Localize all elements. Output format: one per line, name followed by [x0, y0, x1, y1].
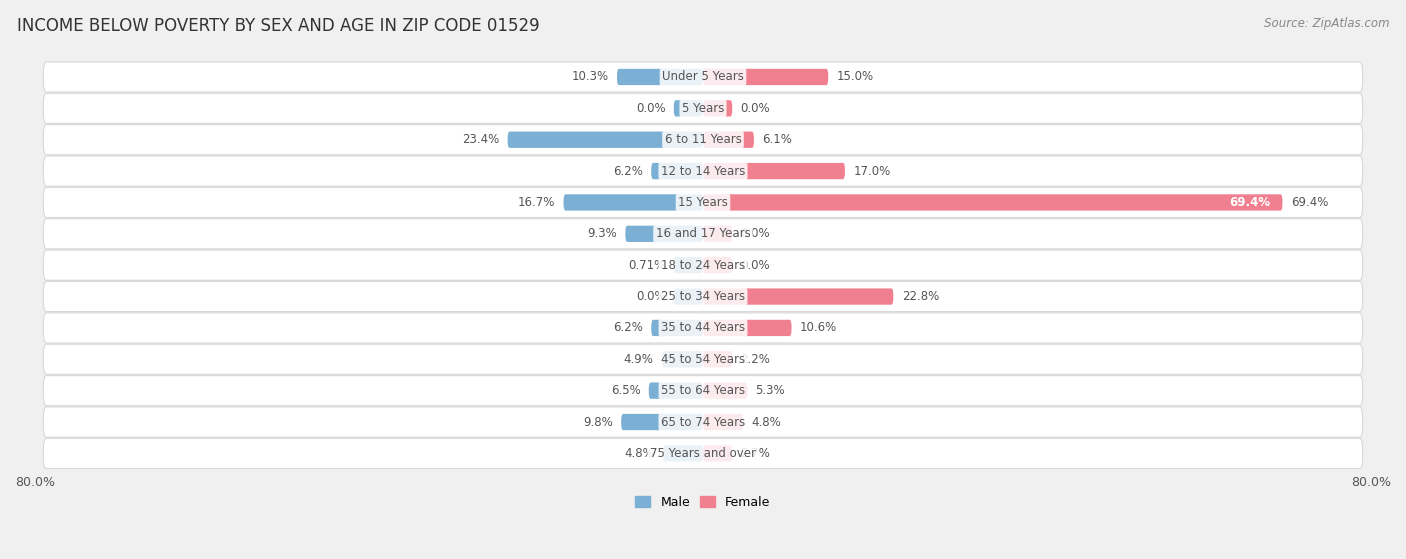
FancyBboxPatch shape — [703, 163, 845, 179]
FancyBboxPatch shape — [703, 100, 733, 116]
FancyBboxPatch shape — [44, 125, 1362, 155]
FancyBboxPatch shape — [703, 226, 733, 242]
Text: 0.0%: 0.0% — [636, 102, 665, 115]
FancyBboxPatch shape — [44, 376, 1362, 406]
FancyBboxPatch shape — [703, 351, 733, 367]
Legend: Male, Female: Male, Female — [630, 491, 776, 514]
Text: 4.8%: 4.8% — [624, 447, 655, 460]
Text: 0.0%: 0.0% — [741, 102, 770, 115]
FancyBboxPatch shape — [703, 445, 733, 462]
Text: 22.8%: 22.8% — [901, 290, 939, 303]
Text: 5.3%: 5.3% — [755, 384, 785, 397]
FancyBboxPatch shape — [673, 257, 703, 273]
Text: 2.7%: 2.7% — [741, 447, 770, 460]
Text: 16 and 17 Years: 16 and 17 Years — [655, 228, 751, 240]
FancyBboxPatch shape — [673, 288, 703, 305]
Text: 0.0%: 0.0% — [741, 228, 770, 240]
FancyBboxPatch shape — [703, 131, 754, 148]
Text: 15.0%: 15.0% — [837, 70, 873, 83]
Text: 0.0%: 0.0% — [636, 290, 665, 303]
FancyBboxPatch shape — [44, 407, 1362, 437]
FancyBboxPatch shape — [508, 131, 703, 148]
Text: 6.2%: 6.2% — [613, 164, 643, 178]
FancyBboxPatch shape — [44, 219, 1362, 249]
FancyBboxPatch shape — [703, 382, 747, 399]
FancyBboxPatch shape — [44, 187, 1362, 217]
FancyBboxPatch shape — [44, 282, 1362, 311]
Text: 4.9%: 4.9% — [624, 353, 654, 366]
FancyBboxPatch shape — [703, 288, 893, 305]
Text: 9.8%: 9.8% — [583, 415, 613, 429]
Text: Under 5 Years: Under 5 Years — [662, 70, 744, 83]
FancyBboxPatch shape — [626, 226, 703, 242]
Text: 25 to 34 Years: 25 to 34 Years — [661, 290, 745, 303]
Text: 35 to 44 Years: 35 to 44 Years — [661, 321, 745, 334]
FancyBboxPatch shape — [703, 69, 828, 85]
Text: 18 to 24 Years: 18 to 24 Years — [661, 259, 745, 272]
Text: 12 to 14 Years: 12 to 14 Years — [661, 164, 745, 178]
FancyBboxPatch shape — [703, 195, 1282, 211]
FancyBboxPatch shape — [621, 414, 703, 430]
FancyBboxPatch shape — [651, 320, 703, 336]
Text: 69.4%: 69.4% — [1291, 196, 1329, 209]
FancyBboxPatch shape — [703, 320, 792, 336]
Text: 6.1%: 6.1% — [762, 133, 792, 146]
FancyBboxPatch shape — [564, 195, 703, 211]
Text: 0.71%: 0.71% — [628, 259, 665, 272]
FancyBboxPatch shape — [662, 351, 703, 367]
FancyBboxPatch shape — [44, 250, 1362, 280]
Text: 55 to 64 Years: 55 to 64 Years — [661, 384, 745, 397]
FancyBboxPatch shape — [44, 93, 1362, 124]
Text: 4.8%: 4.8% — [751, 415, 782, 429]
FancyBboxPatch shape — [44, 313, 1362, 343]
Text: 10.3%: 10.3% — [571, 70, 609, 83]
Text: Source: ZipAtlas.com: Source: ZipAtlas.com — [1264, 17, 1389, 30]
Text: 6.5%: 6.5% — [610, 384, 640, 397]
Text: 6 to 11 Years: 6 to 11 Years — [665, 133, 741, 146]
Text: 9.3%: 9.3% — [588, 228, 617, 240]
FancyBboxPatch shape — [673, 100, 703, 116]
Text: 5 Years: 5 Years — [682, 102, 724, 115]
FancyBboxPatch shape — [44, 344, 1362, 375]
Text: 17.0%: 17.0% — [853, 164, 890, 178]
FancyBboxPatch shape — [44, 156, 1362, 186]
FancyBboxPatch shape — [662, 445, 703, 462]
FancyBboxPatch shape — [44, 438, 1362, 468]
FancyBboxPatch shape — [648, 382, 703, 399]
Text: 45 to 54 Years: 45 to 54 Years — [661, 353, 745, 366]
FancyBboxPatch shape — [44, 62, 1362, 92]
Text: INCOME BELOW POVERTY BY SEX AND AGE IN ZIP CODE 01529: INCOME BELOW POVERTY BY SEX AND AGE IN Z… — [17, 17, 540, 35]
Text: 2.2%: 2.2% — [741, 353, 770, 366]
Text: 6.2%: 6.2% — [613, 321, 643, 334]
FancyBboxPatch shape — [703, 257, 733, 273]
Text: 16.7%: 16.7% — [517, 196, 555, 209]
Text: 75 Years and over: 75 Years and over — [650, 447, 756, 460]
FancyBboxPatch shape — [651, 163, 703, 179]
Text: 69.4%: 69.4% — [1229, 196, 1270, 209]
FancyBboxPatch shape — [703, 414, 744, 430]
Text: 23.4%: 23.4% — [463, 133, 499, 146]
Text: 65 to 74 Years: 65 to 74 Years — [661, 415, 745, 429]
Text: 10.6%: 10.6% — [800, 321, 837, 334]
Text: 0.0%: 0.0% — [741, 259, 770, 272]
Text: 15 Years: 15 Years — [678, 196, 728, 209]
FancyBboxPatch shape — [617, 69, 703, 85]
